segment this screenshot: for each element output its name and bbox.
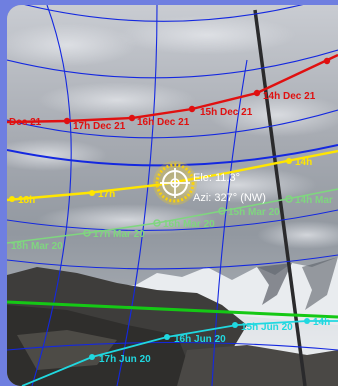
mar-point	[153, 219, 161, 227]
dec-point	[128, 114, 136, 122]
current-label: 18h	[18, 195, 35, 206]
dec-point	[63, 117, 71, 125]
sun-path-overlay: Dec 21 17h Dec 21 16h Dec 21 15h Dec 21 …	[7, 5, 338, 386]
mar-point	[218, 207, 226, 215]
mar-label: 14h Mar	[295, 195, 333, 206]
dec-point	[188, 105, 196, 113]
current-label: 14h	[295, 157, 312, 168]
grid-major	[7, 144, 338, 167]
dec-label: 17h Dec 21	[73, 121, 126, 132]
dec-label: Dec 21	[9, 117, 42, 128]
dec-label: 15h Dec 21	[200, 107, 253, 118]
dec-label: 14h Dec 21	[263, 91, 316, 102]
grid	[7, 5, 338, 386]
horizon-line	[7, 300, 338, 319]
jun-label: 15h Jun 20	[241, 322, 293, 333]
mar-label: 16h Mar 20	[163, 219, 215, 230]
current-point	[9, 196, 15, 202]
jun-label: 16h Jun 20	[174, 334, 226, 345]
jun-point	[164, 334, 170, 340]
dec-point	[253, 89, 261, 97]
azimuth-readout: Azi: 327° (NW)	[193, 192, 266, 204]
mar-path: 18h Mar 20 17h Mar 20 16h Mar 20 15h Mar…	[7, 188, 338, 252]
dec-point	[323, 57, 331, 65]
pole	[253, 9, 307, 386]
jun-label: 17h Jun 20	[99, 354, 151, 365]
elevation-readout: Ele: 11.3°	[193, 172, 240, 184]
dec-path: Dec 21 17h Dec 21 16h Dec 21 15h Dec 21 …	[7, 53, 338, 132]
camera-view[interactable]: Dec 21 17h Dec 21 16h Dec 21 15h Dec 21 …	[7, 5, 338, 386]
current-point	[89, 190, 95, 196]
mar-point	[83, 229, 91, 237]
jun-point	[89, 354, 95, 360]
jun-point	[232, 322, 238, 328]
jun-path: 17h Jun 20 16h Jun 20 15h Jun 20 14h	[21, 317, 338, 386]
mar-label: 17h Mar 20	[93, 229, 145, 240]
jun-point	[304, 318, 310, 324]
mar-point	[285, 195, 293, 203]
sun-crosshair-icon[interactable]	[153, 161, 197, 205]
current-point	[286, 158, 292, 164]
dec-label: 16h Dec 21	[137, 117, 190, 128]
clouds	[7, 15, 338, 249]
mar-label: 15h Mar 20	[228, 207, 280, 218]
mar-label: 18h Mar 20	[11, 241, 63, 252]
jun-label: 14h	[313, 317, 330, 328]
current-label: 17h	[98, 189, 115, 200]
